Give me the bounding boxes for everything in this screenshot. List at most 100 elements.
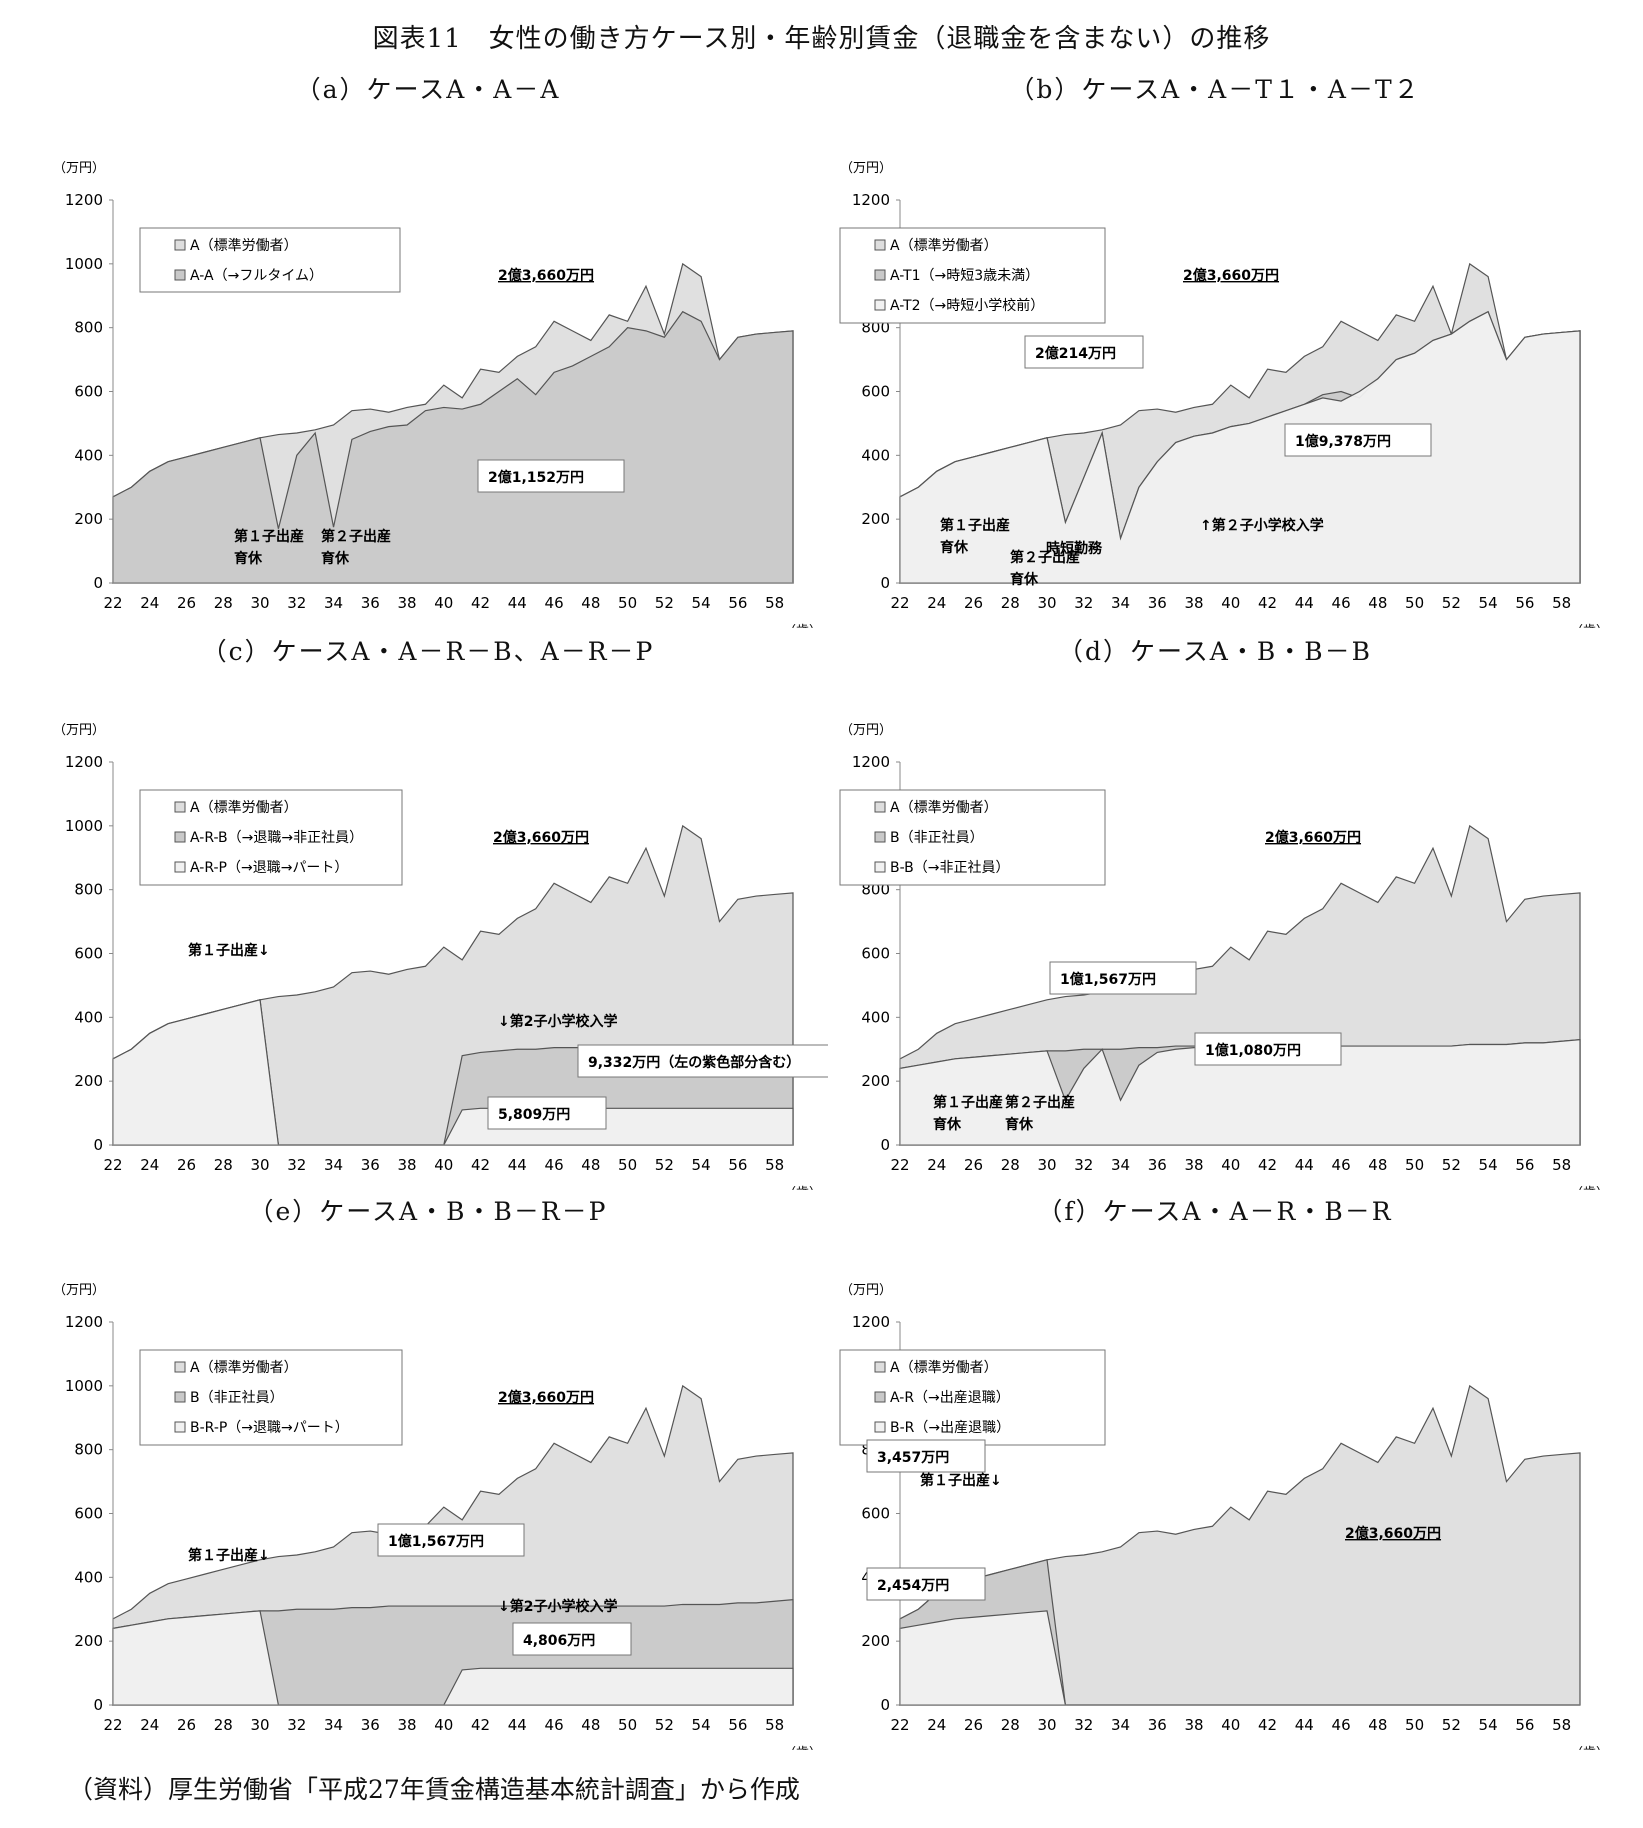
source-note: （資料）厚生労働省「平成27年賃金構造基本統計調査」から作成 bbox=[68, 1775, 800, 1804]
y-unit-label: （万円） bbox=[53, 1283, 105, 1298]
x-tick-label: 58 bbox=[765, 1156, 784, 1174]
x-tick-label: 42 bbox=[471, 1716, 490, 1734]
annotation-label: 2億3,660万円 bbox=[1183, 267, 1279, 284]
x-tick-label: 26 bbox=[964, 594, 983, 612]
x-tick-label: 40 bbox=[1221, 1156, 1240, 1174]
chart-f: （万円）（歳）020040060080010001200222426283032… bbox=[839, 1283, 1609, 1750]
y-tick-label: 0 bbox=[93, 574, 103, 592]
legend-entry: A-R-P（→退職→パート） bbox=[190, 860, 348, 876]
annotation-box bbox=[1194, 1032, 1342, 1066]
x-unit-label: （歳） bbox=[1570, 624, 1609, 628]
x-tick-label: 32 bbox=[287, 1716, 306, 1734]
y-tick-label: 200 bbox=[861, 1632, 890, 1650]
chart-title-e: （e）ケースA・B・B－R－P bbox=[248, 1197, 608, 1226]
x-tick-label: 46 bbox=[545, 1156, 564, 1174]
y-tick-label: 1200 bbox=[65, 191, 103, 209]
x-tick-label: 34 bbox=[1111, 1156, 1130, 1174]
annotation-label: 3,457万円 bbox=[877, 1450, 949, 1466]
annotation-label: 第２子出産 bbox=[1005, 1094, 1075, 1111]
y-tick-label: 400 bbox=[861, 446, 890, 464]
annotation-label: 育休 bbox=[1005, 1116, 1034, 1133]
legend-swatch bbox=[874, 831, 886, 843]
legend-swatch bbox=[874, 1421, 886, 1433]
legend-entry: A（標準労働者） bbox=[890, 800, 998, 816]
x-unit-label: （歳） bbox=[1570, 1186, 1609, 1190]
x-tick-label: 44 bbox=[508, 1156, 527, 1174]
x-tick-label: 56 bbox=[728, 1156, 747, 1174]
x-tick-label: 22 bbox=[103, 1716, 122, 1734]
annotation-label: 第１子出産↓ bbox=[188, 1547, 270, 1564]
annotation-label: 2億214万円 bbox=[1035, 345, 1116, 362]
legend-entry: B-R（→出産退職） bbox=[890, 1420, 1010, 1436]
annotation-label: 1億9,378万円 bbox=[1295, 433, 1391, 450]
y-tick-label: 600 bbox=[74, 1505, 103, 1523]
annotation-label: ↓第2子小学校入学 bbox=[498, 1598, 617, 1615]
legend-entry: A（標準労働者） bbox=[890, 1360, 998, 1376]
x-tick-label: 36 bbox=[361, 1156, 380, 1174]
chart-title-d: （d）ケースA・B・B－B bbox=[1058, 637, 1372, 666]
x-tick-label: 28 bbox=[1001, 1716, 1020, 1734]
chart-title-f: （f）ケースA・A－R・B－R bbox=[1037, 1197, 1393, 1226]
y-unit-label: （万円） bbox=[840, 723, 892, 738]
legend-entry: A-T2（→時短小学校前） bbox=[890, 297, 1044, 314]
x-tick-label: 52 bbox=[1442, 1716, 1461, 1734]
x-tick-label: 26 bbox=[177, 1156, 196, 1174]
y-tick-label: 200 bbox=[74, 1632, 103, 1650]
annotation-label: ↑第２子小学校入学 bbox=[1200, 517, 1324, 534]
legend-swatch bbox=[174, 831, 186, 843]
annotation-label: 2億3,660万円 bbox=[1265, 829, 1361, 846]
y-tick-label: 600 bbox=[861, 1505, 890, 1523]
x-tick-label: 52 bbox=[655, 594, 674, 612]
annotation-label: 4,806万円 bbox=[523, 1633, 595, 1649]
y-tick-label: 400 bbox=[74, 1008, 103, 1026]
y-tick-label: 400 bbox=[74, 1568, 103, 1586]
annotation-label: 育休 bbox=[933, 1116, 962, 1133]
y-tick-label: 0 bbox=[93, 1136, 103, 1154]
y-tick-label: 200 bbox=[861, 510, 890, 528]
y-tick-label: 0 bbox=[93, 1696, 103, 1714]
y-tick-label: 1200 bbox=[852, 1313, 890, 1331]
x-tick-label: 42 bbox=[471, 594, 490, 612]
legend-entry: A-A（→フルタイム） bbox=[190, 268, 323, 284]
x-tick-label: 38 bbox=[398, 1156, 417, 1174]
x-tick-label: 50 bbox=[1405, 594, 1424, 612]
legend-swatch bbox=[174, 801, 186, 813]
legend-entry: A（標準労働者） bbox=[190, 1360, 298, 1376]
x-tick-label: 26 bbox=[964, 1716, 983, 1734]
y-tick-label: 200 bbox=[861, 1072, 890, 1090]
x-tick-label: 32 bbox=[1074, 1156, 1093, 1174]
x-unit-label: （歳） bbox=[783, 624, 822, 628]
x-tick-label: 58 bbox=[1552, 1716, 1571, 1734]
legend-entry: A（標準労働者） bbox=[190, 238, 298, 254]
x-tick-label: 50 bbox=[1405, 1156, 1424, 1174]
x-tick-label: 30 bbox=[1037, 594, 1056, 612]
x-tick-label: 22 bbox=[890, 1156, 909, 1174]
annotation-label: 第１子出産 bbox=[234, 528, 304, 545]
x-tick-label: 36 bbox=[1148, 1716, 1167, 1734]
chart-title-b: （b）ケースA・A－T１・A－T２ bbox=[1009, 75, 1421, 104]
x-tick-label: 48 bbox=[1368, 1156, 1387, 1174]
x-tick-label: 36 bbox=[361, 1716, 380, 1734]
x-tick-label: 26 bbox=[177, 594, 196, 612]
y-unit-label: （万円） bbox=[53, 723, 105, 738]
x-tick-label: 40 bbox=[434, 1156, 453, 1174]
x-tick-label: 46 bbox=[1332, 1156, 1351, 1174]
x-tick-label: 24 bbox=[140, 1156, 159, 1174]
annotation-label: 第１子出産↓ bbox=[188, 942, 270, 959]
x-tick-label: 22 bbox=[890, 1716, 909, 1734]
x-tick-label: 22 bbox=[103, 1156, 122, 1174]
x-tick-label: 30 bbox=[250, 594, 269, 612]
x-tick-label: 48 bbox=[1368, 1716, 1387, 1734]
x-tick-label: 30 bbox=[1037, 1156, 1056, 1174]
chart-panel-f: （f）ケースA・A－R・B－R （万円）（歳）02004006008001000… bbox=[815, 1192, 1615, 1752]
annotation-box bbox=[512, 1622, 632, 1656]
x-tick-label: 50 bbox=[618, 1156, 637, 1174]
legend-swatch bbox=[874, 861, 886, 873]
x-tick-label: 34 bbox=[1111, 1716, 1130, 1734]
x-tick-label: 34 bbox=[324, 1716, 343, 1734]
annotation-box bbox=[866, 1567, 986, 1601]
legend-swatch bbox=[174, 1391, 186, 1403]
annotation-label: 2億3,660万円 bbox=[498, 1389, 594, 1406]
y-tick-label: 200 bbox=[74, 1072, 103, 1090]
x-tick-label: 52 bbox=[655, 1156, 674, 1174]
